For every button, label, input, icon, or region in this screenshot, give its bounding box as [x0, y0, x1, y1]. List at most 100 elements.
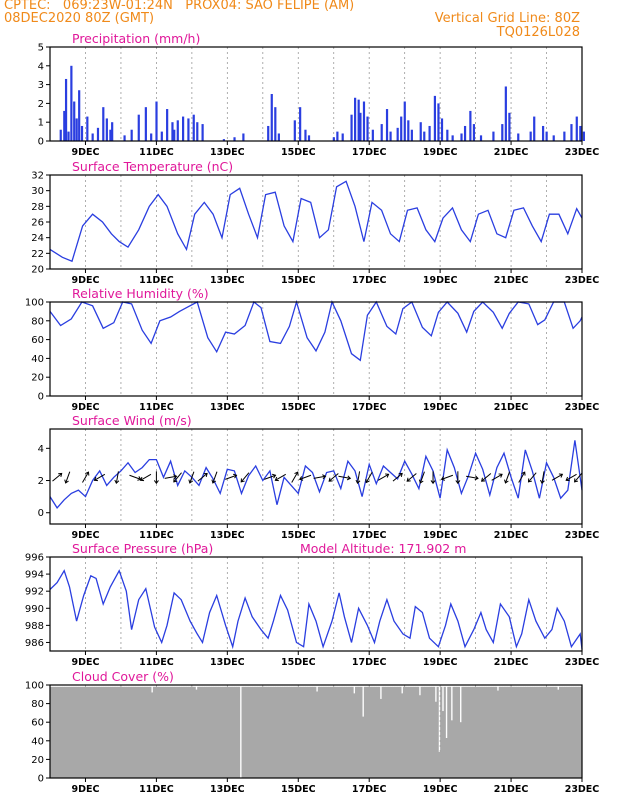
cloud-bar: [555, 686, 558, 778]
panel-0: [46, 46, 585, 145]
cloud-bar: [172, 686, 175, 778]
cloud-bar: [330, 686, 333, 778]
cloud-bar: [395, 686, 398, 778]
precip-bar: [75, 118, 78, 141]
precip-bar: [389, 131, 392, 141]
cloud-bar: [289, 686, 292, 778]
cloud-bar: [76, 686, 79, 778]
wind-arrow-head: [440, 476, 446, 481]
cloud-bar: [307, 686, 310, 778]
cloud-bar: [257, 686, 260, 778]
cloud-bar: [514, 686, 517, 778]
cloud-bar: [213, 686, 216, 778]
cloud-bar: [450, 720, 453, 778]
cloud-bar: [379, 698, 383, 778]
precip-bar: [541, 125, 545, 141]
cloud-bar: [539, 686, 542, 778]
precip-bar: [160, 131, 163, 141]
cloud-bar: [85, 686, 88, 778]
cloud-bar: [541, 686, 544, 778]
y-tick-label: 994: [25, 570, 44, 581]
wind-arrow: [565, 473, 577, 481]
cloud-bar: [276, 686, 280, 778]
precip-bar: [196, 122, 199, 141]
y-tick-label: 0: [38, 137, 44, 148]
precip-bar: [575, 116, 578, 141]
panel-frame: [49, 46, 583, 142]
x-tick-label: 23DEC: [565, 784, 600, 795]
y-tick-label: 986: [25, 638, 44, 649]
precip-bar: [222, 139, 225, 141]
cloud-bar: [62, 686, 65, 778]
y-tick-label: 80: [31, 699, 44, 710]
cloud-bar: [383, 686, 386, 778]
cloud-bar: [443, 686, 446, 778]
cloud-bar: [310, 686, 313, 778]
cloud-bar: [179, 686, 182, 778]
wind-arrow-head: [85, 471, 90, 476]
y-tick-label: 2: [38, 476, 44, 487]
precip-bar: [59, 129, 62, 141]
cloud-bar: [369, 686, 372, 778]
precip-bar: [70, 65, 73, 141]
cloud-bar: [268, 686, 271, 778]
precip-bar: [579, 125, 582, 141]
x-tick-label: 17DEC: [352, 402, 387, 413]
cloud-bar: [248, 686, 251, 778]
wind-arrow: [357, 471, 361, 484]
cloud-bar: [544, 686, 547, 778]
x-tick-label: 19DEC: [423, 147, 458, 158]
wind-arrow: [491, 473, 503, 481]
x-tick-label: 19DEC: [423, 402, 458, 413]
cloud-bar: [246, 686, 250, 778]
x-tick-label: 17DEC: [352, 275, 387, 286]
cloud-bar: [316, 691, 319, 778]
cloud-bar: [434, 701, 437, 778]
cloud-bar: [346, 686, 349, 778]
precip-bar: [304, 129, 307, 141]
wind-arrow: [115, 471, 119, 484]
precip-bar: [403, 101, 406, 141]
precip-bar: [176, 120, 179, 141]
x-tick-label: 9DEC: [71, 784, 99, 795]
x-tick-label: 11DEC: [139, 657, 174, 668]
panel-2: [46, 299, 583, 400]
cloud-bar: [206, 686, 209, 778]
cloud-bar: [519, 686, 523, 778]
cloud-bar: [193, 686, 196, 778]
precip-bar: [173, 129, 176, 141]
precip-bar: [150, 133, 153, 141]
y-tick-label: 1: [38, 118, 44, 129]
panel-title: Surface Temperature (nC): [72, 159, 233, 174]
wind-arrow-head: [521, 471, 526, 476]
cloud-bar: [537, 686, 540, 778]
cloud-bar: [441, 711, 445, 778]
cloud-bar: [356, 686, 359, 778]
cloud-bar: [335, 686, 338, 778]
panel-frame: [49, 301, 583, 397]
precip-bar: [96, 127, 100, 141]
y-tick-label: 988: [25, 621, 44, 632]
wind-arrow-head: [328, 477, 333, 482]
cloud-bar: [278, 686, 281, 778]
precip-bar: [144, 107, 147, 141]
cloud-bar: [174, 686, 177, 778]
cloud-bar: [431, 686, 434, 778]
x-tick-label: 23DEC: [565, 147, 600, 158]
cloud-bar: [397, 686, 400, 778]
cloud-bar: [170, 686, 173, 778]
precip-bar: [102, 107, 105, 141]
y-tick-label: 30: [31, 186, 44, 197]
precip-bar: [137, 114, 140, 141]
wind-arrow-head: [139, 476, 145, 482]
cloud-bar: [200, 686, 203, 778]
cloud-bar: [535, 686, 539, 778]
cloud-bar: [484, 686, 487, 778]
panel-5: [46, 684, 583, 782]
y-tick-label: 4: [38, 61, 44, 72]
cloud-bar: [222, 686, 225, 778]
panel-title: Relative Humidity (%): [72, 286, 209, 301]
cloud-bar: [145, 686, 148, 778]
cloud-bar: [527, 686, 530, 778]
cloud-bar: [491, 686, 494, 778]
